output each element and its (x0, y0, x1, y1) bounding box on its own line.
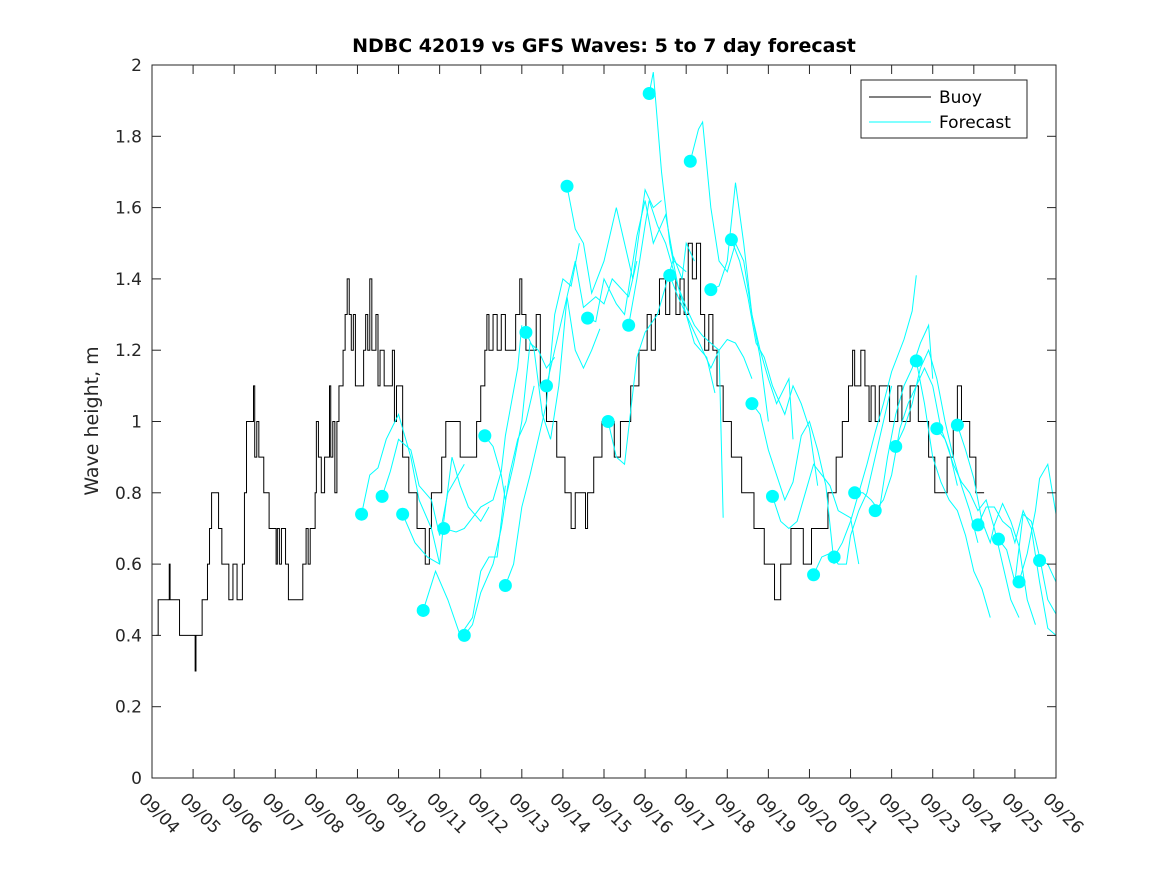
forecast-start-point (560, 179, 574, 193)
forecast-line (607, 241, 695, 466)
forecast-line (545, 260, 638, 386)
y-tick-label: 1 (131, 413, 142, 433)
forecast-line (566, 186, 662, 296)
forecast-start-point (1012, 575, 1026, 589)
forecast-line (751, 403, 835, 565)
forecast-start-point (437, 521, 451, 535)
forecast-start-point (642, 87, 656, 101)
forecast-start-point (745, 397, 759, 411)
forecast-start-point (663, 268, 677, 282)
forecast-line (998, 513, 1056, 615)
forecast-start-point (724, 233, 738, 247)
axes-box (151, 64, 1057, 779)
forecast-line (854, 323, 934, 512)
forecast-line (669, 275, 753, 379)
chart-title: NDBC 42019 vs GFS Waves: 5 to 7 day fore… (352, 35, 856, 57)
y-axis: 0 0.2 0.4 0.6 0.8 1 1.2 1.4 1.6 1.8 2 (115, 56, 1056, 789)
forecast-start-point (416, 603, 430, 617)
forecast-line (710, 182, 794, 440)
forecast-start-point (519, 325, 533, 339)
forecast-start-point (704, 283, 718, 297)
forecast-line (484, 342, 556, 501)
y-tick-label: 0.6 (115, 555, 142, 575)
forecast-line (381, 438, 465, 536)
forecast-line (956, 424, 1036, 625)
y-tick-label: 0.8 (115, 484, 142, 504)
forecast-start-point (375, 489, 389, 503)
forecast-line (895, 348, 979, 543)
forecast-start-point (827, 550, 841, 564)
forecast-start-point (622, 318, 636, 332)
forecast-line (463, 385, 535, 636)
forecast-start-point (601, 415, 615, 428)
forecast-line (833, 275, 917, 558)
y-tick-label: 0 (131, 769, 142, 789)
plot-area (156, 72, 1056, 672)
forecast-line (504, 243, 580, 586)
forecast-line (936, 428, 1020, 618)
legend-box (860, 79, 1028, 139)
y-tick-label: 1.2 (115, 341, 142, 361)
forecast-line (813, 385, 893, 576)
forecast-start-point (807, 568, 821, 582)
forecast-line (689, 120, 769, 422)
y-tick-label: 1.6 (115, 199, 142, 219)
legend: Buoy Forecast (860, 79, 1028, 139)
forecast-line (730, 239, 819, 486)
forecast-start-point (889, 439, 903, 453)
forecast-line (771, 463, 860, 565)
forecast-start-point (930, 422, 944, 436)
forecast-line (402, 457, 490, 565)
forecast-start-point (909, 354, 923, 368)
y-tick-label: 0.4 (115, 626, 142, 646)
forecast-start-point (539, 379, 553, 393)
y-tick-label: 1.4 (115, 270, 142, 290)
y-axis-label: Wave height, m (81, 346, 103, 495)
forecast-start-point (581, 311, 595, 325)
forecast-line (977, 506, 1056, 636)
forecast-line (628, 200, 716, 394)
y-tick-label: 2 (131, 56, 142, 76)
forecast-line (1018, 462, 1056, 583)
y-tick-label: 1.8 (115, 127, 142, 147)
forecast-line (648, 72, 724, 518)
forecast-line (915, 360, 991, 618)
buoy-line (156, 242, 985, 672)
forecast-start-point (868, 504, 882, 518)
forecast-start-point (457, 628, 471, 642)
forecast-line (525, 296, 601, 440)
forecast-start-point (683, 154, 697, 168)
forecast-start-point (498, 578, 512, 592)
forecast-start-point (355, 507, 369, 521)
forecast-start-point (971, 518, 985, 532)
forecast-start-point (478, 429, 492, 443)
forecast-start-point (396, 507, 410, 521)
forecast-start-point (991, 532, 1005, 546)
y-tick-label: 0.2 (115, 698, 142, 718)
forecast-line (361, 412, 441, 565)
forecast-start-point (765, 489, 779, 503)
forecast-start-point (950, 418, 964, 432)
legend-label-buoy: Buoy (939, 88, 982, 108)
forecast-start-point (1033, 554, 1047, 568)
forecast-line (443, 325, 523, 533)
forecast-start-point (848, 486, 862, 500)
legend-label-forecast: Forecast (939, 113, 1011, 133)
